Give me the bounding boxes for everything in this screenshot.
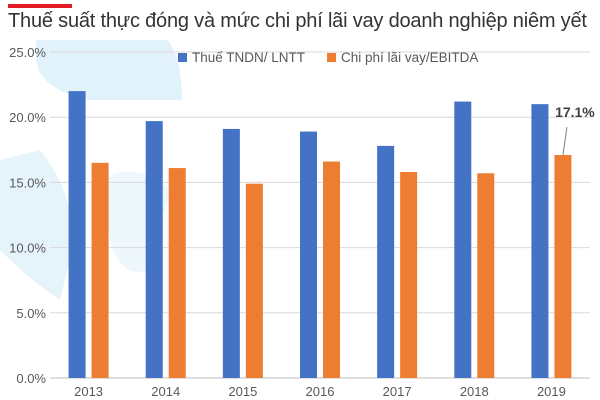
- bar-interest-cost-2016: [323, 161, 340, 378]
- legend-label-interest-cost: Chi phí lãi vay/EBITDA: [341, 50, 478, 65]
- bar-tax-rate-2013: [68, 91, 86, 379]
- x-tick-label: 2013: [74, 384, 103, 399]
- bar-tax-rate-2015: [222, 128, 240, 378]
- bar-interest-cost-2017: [400, 171, 418, 378]
- accent-line: [8, 4, 72, 8]
- annotation-leader: [562, 126, 568, 156]
- x-tick-label: 2014: [151, 384, 180, 399]
- x-tick-label: 2019: [537, 384, 566, 399]
- bar-tax-rate-2018: [454, 101, 472, 378]
- bar-interest-cost-2015: [245, 183, 263, 378]
- bar-tax-rate-2014: [145, 121, 163, 378]
- legend-label-tax-rate: Thuế TNDN/ LNTT: [192, 50, 305, 65]
- y-tick-label: 20.0%: [9, 110, 46, 125]
- bar-tax-rate-2019: [531, 104, 549, 378]
- bar-tax-rate-2017: [377, 145, 395, 378]
- y-tick-label: 5.0%: [16, 306, 46, 321]
- chart-title: Thuế suất thực đóng và mức chi phí lãi v…: [8, 10, 587, 32]
- bar-interest-cost-2014: [168, 168, 186, 378]
- y-tick-label: 25.0%: [9, 45, 46, 60]
- bar-interest-cost-2018: [477, 173, 495, 378]
- y-tick-label: 0.0%: [16, 371, 46, 386]
- annotation-label: 17.1%: [555, 104, 595, 120]
- legend-swatch-interest-cost: [327, 53, 337, 62]
- bar-interest-cost-2013: [91, 162, 109, 378]
- x-tick-label: 2016: [306, 384, 335, 399]
- x-tick-label: 2017: [383, 384, 412, 399]
- bar-interest-cost-2019: [554, 155, 572, 378]
- y-tick-label: 15.0%: [9, 175, 46, 190]
- x-tick-label: 2018: [460, 384, 489, 399]
- x-tick-label: 2015: [228, 384, 257, 399]
- bar-tax-rate-2016: [300, 131, 317, 378]
- y-tick-label: 10.0%: [9, 241, 46, 256]
- legend-swatch-tax-rate: [178, 53, 187, 62]
